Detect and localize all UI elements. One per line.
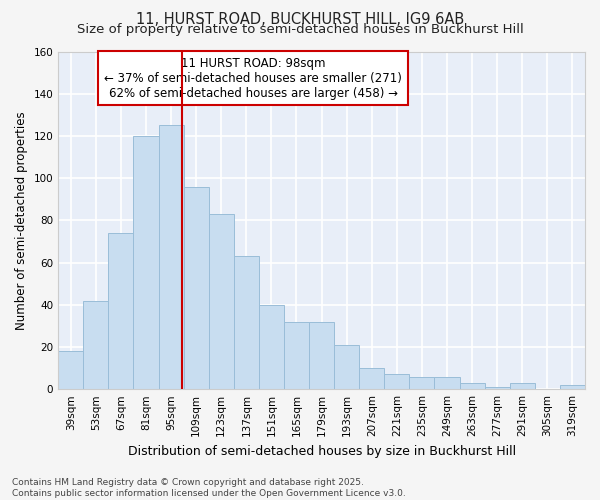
Text: Size of property relative to semi-detached houses in Buckhurst Hill: Size of property relative to semi-detach… [77,22,523,36]
Text: 11, HURST ROAD, BUCKHURST HILL, IG9 6AB: 11, HURST ROAD, BUCKHURST HILL, IG9 6AB [136,12,464,28]
Bar [109,233,133,389]
Bar [359,368,385,389]
X-axis label: Distribution of semi-detached houses by size in Buckhurst Hill: Distribution of semi-detached houses by … [128,444,515,458]
Bar [510,383,535,389]
Bar [409,376,434,389]
Bar [234,256,259,389]
Bar [209,214,234,389]
Bar [309,322,334,389]
Text: 11 HURST ROAD: 98sqm
← 37% of semi-detached houses are smaller (271)
62% of semi: 11 HURST ROAD: 98sqm ← 37% of semi-detac… [104,56,402,100]
Bar [184,186,209,389]
Bar [485,387,510,389]
Bar [83,300,109,389]
Bar [434,376,460,389]
Bar [334,345,359,389]
Bar [133,136,158,389]
Bar [259,305,284,389]
Text: Contains HM Land Registry data © Crown copyright and database right 2025.
Contai: Contains HM Land Registry data © Crown c… [12,478,406,498]
Y-axis label: Number of semi-detached properties: Number of semi-detached properties [15,111,28,330]
Bar [158,126,184,389]
Bar [284,322,309,389]
Bar [385,374,409,389]
Bar [460,383,485,389]
Bar [560,385,585,389]
Bar [58,351,83,389]
